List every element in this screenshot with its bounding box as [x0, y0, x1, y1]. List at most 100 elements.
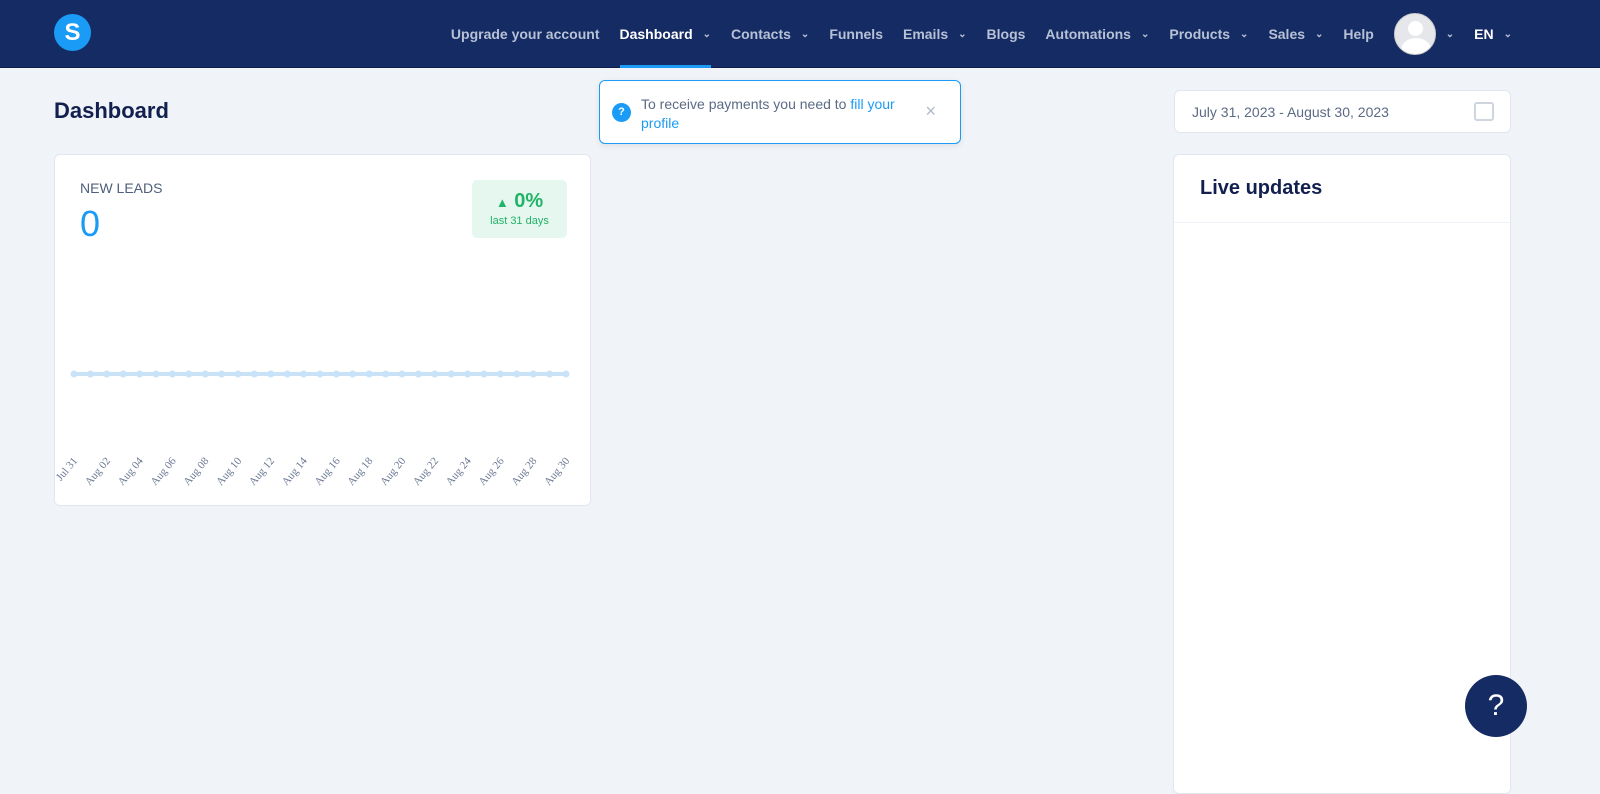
nav-item-sales[interactable]: Sales ⌄	[1268, 0, 1323, 68]
payment-notice: ? To receive payments you need to fill y…	[599, 80, 961, 144]
nav-item-label: Sales	[1268, 26, 1306, 42]
nav-item-label: Automations	[1045, 26, 1131, 42]
x-tick-label: Aug 26	[476, 455, 507, 488]
x-tick-label: Aug 06	[148, 455, 179, 488]
data-point[interactable]	[168, 370, 176, 378]
data-point[interactable]	[496, 370, 504, 378]
nav-item-dashboard[interactable]: Dashboard ⌄	[619, 0, 712, 68]
nav-item-label: Help	[1343, 26, 1374, 42]
main-menu: Upgrade your account Dashboard ⌄ Contacts ⌄ F…	[451, 0, 1512, 68]
data-point[interactable]	[464, 370, 472, 378]
data-point[interactable]	[382, 370, 390, 378]
live-updates-panel: Live updates	[1173, 154, 1511, 794]
x-tick-label: Aug 02	[83, 455, 113, 488]
help-button[interactable]: ?	[1465, 675, 1527, 737]
language-selector[interactable]: EN ⌄	[1474, 0, 1512, 68]
notice-text: To receive payments you need to	[641, 96, 851, 112]
chevron-down-icon: ⌄	[1445, 28, 1455, 40]
logo[interactable]: S	[54, 14, 91, 51]
data-point[interactable]	[562, 370, 570, 378]
chevron-down-icon: ⌄	[1503, 28, 1512, 40]
data-point[interactable]	[431, 370, 439, 378]
nav-item-products[interactable]: Products ⌄	[1169, 0, 1248, 68]
avatar	[1393, 13, 1436, 55]
change-badge: ▲ 0% last 31 days	[472, 180, 567, 238]
x-tick-label: Aug 14	[280, 455, 311, 488]
data-point[interactable]	[70, 370, 78, 378]
close-icon[interactable]: ×	[925, 101, 936, 121]
nav-item-label: Contacts	[731, 26, 791, 42]
data-point[interactable]	[103, 370, 111, 378]
data-point[interactable]	[136, 370, 144, 378]
leads-label: NEW LEADS	[80, 180, 163, 196]
x-tick-label: Aug 22	[411, 455, 441, 488]
data-point[interactable]	[447, 370, 455, 378]
x-tick-label: Aug 30	[542, 455, 573, 488]
data-point[interactable]	[119, 370, 127, 378]
nav-item-blogs[interactable]: Blogs	[987, 0, 1026, 68]
x-tick-label: Aug 20	[378, 455, 409, 488]
data-point[interactable]	[250, 370, 258, 378]
data-point[interactable]	[185, 370, 193, 378]
data-point[interactable]	[218, 370, 226, 378]
language-label: EN	[1474, 26, 1494, 42]
data-point[interactable]	[349, 370, 357, 378]
user-menu[interactable]: ⌄	[1393, 0, 1455, 68]
question-icon: ?	[612, 103, 631, 122]
nav-item-label: Funnels	[829, 26, 883, 42]
data-point[interactable]	[480, 370, 488, 378]
data-point[interactable]	[332, 370, 340, 378]
data-point[interactable]	[86, 370, 94, 378]
chevron-down-icon: ⌄	[800, 28, 810, 40]
data-point[interactable]	[201, 370, 209, 378]
x-tick-label: Aug 24	[444, 455, 475, 488]
x-tick-label: Aug 12	[247, 455, 277, 488]
x-tick-label: Jul 31	[55, 455, 80, 483]
data-point[interactable]	[267, 370, 275, 378]
nav-item-contacts[interactable]: Contacts ⌄	[731, 0, 809, 68]
data-point[interactable]	[546, 370, 554, 378]
nav-item-emails[interactable]: Emails ⌄	[903, 0, 967, 68]
change-period: last 31 days	[490, 215, 549, 227]
x-tick-label: Aug 28	[509, 455, 540, 488]
nav-item-help[interactable]: Help	[1343, 0, 1373, 68]
x-tick-label: Aug 04	[116, 455, 147, 488]
x-tick-label: Aug 08	[181, 455, 212, 488]
date-range-picker[interactable]: July 31, 2023 - August 30, 2023	[1174, 90, 1511, 133]
nav-item-upgrade-your-account[interactable]: Upgrade your account	[451, 0, 600, 68]
chevron-down-icon: ⌄	[702, 28, 712, 40]
x-tick-label: Aug 16	[312, 455, 343, 488]
calendar-icon	[1474, 102, 1494, 121]
change-value: 0%	[514, 190, 544, 212]
chevron-down-icon: ⌄	[1140, 28, 1150, 40]
nav-item-label: Blogs	[986, 26, 1026, 42]
live-updates-title: Live updates	[1174, 155, 1510, 223]
data-point[interactable]	[365, 370, 373, 378]
nav-item-label: Dashboard	[619, 26, 693, 42]
data-point[interactable]	[414, 370, 422, 378]
x-tick-label: Aug 10	[214, 455, 245, 488]
data-point[interactable]	[529, 370, 537, 378]
x-tick-label: Aug 18	[345, 455, 376, 488]
data-point[interactable]	[316, 370, 324, 378]
data-point[interactable]	[513, 370, 521, 378]
chevron-down-icon: ⌄	[958, 28, 967, 40]
data-point[interactable]	[152, 370, 160, 378]
data-point[interactable]	[398, 370, 406, 378]
date-range-value: July 31, 2023 - August 30, 2023	[1192, 104, 1389, 120]
leads-value: 0	[80, 203, 101, 244]
arrow-up-icon: ▲	[495, 195, 509, 210]
page-title: Dashboard	[54, 98, 169, 123]
data-point[interactable]	[234, 370, 242, 378]
nav-item-automations[interactable]: Automations ⌄	[1045, 0, 1149, 68]
leads-chart: Jul 31 Aug 02 Aug 04 Aug 06 Aug 08 Aug 10 Aug …	[55, 370, 573, 488]
chevron-down-icon: ⌄	[1240, 28, 1249, 40]
data-point[interactable]	[300, 370, 308, 378]
data-point[interactable]	[283, 370, 291, 378]
new-leads-card: NEW LEADS 0 ▲ 0% last 31 days Jul 31 Aug …	[54, 154, 591, 506]
top-nav: S Upgrade your account Dashboard ⌄ Contacts…	[0, 0, 1600, 68]
nav-item-label: Emails	[902, 26, 949, 42]
fill-profile-link[interactable]: fill your profile	[641, 96, 895, 131]
nav-item-label: Products	[1169, 26, 1231, 42]
nav-item-funnels[interactable]: Funnels	[829, 0, 883, 68]
